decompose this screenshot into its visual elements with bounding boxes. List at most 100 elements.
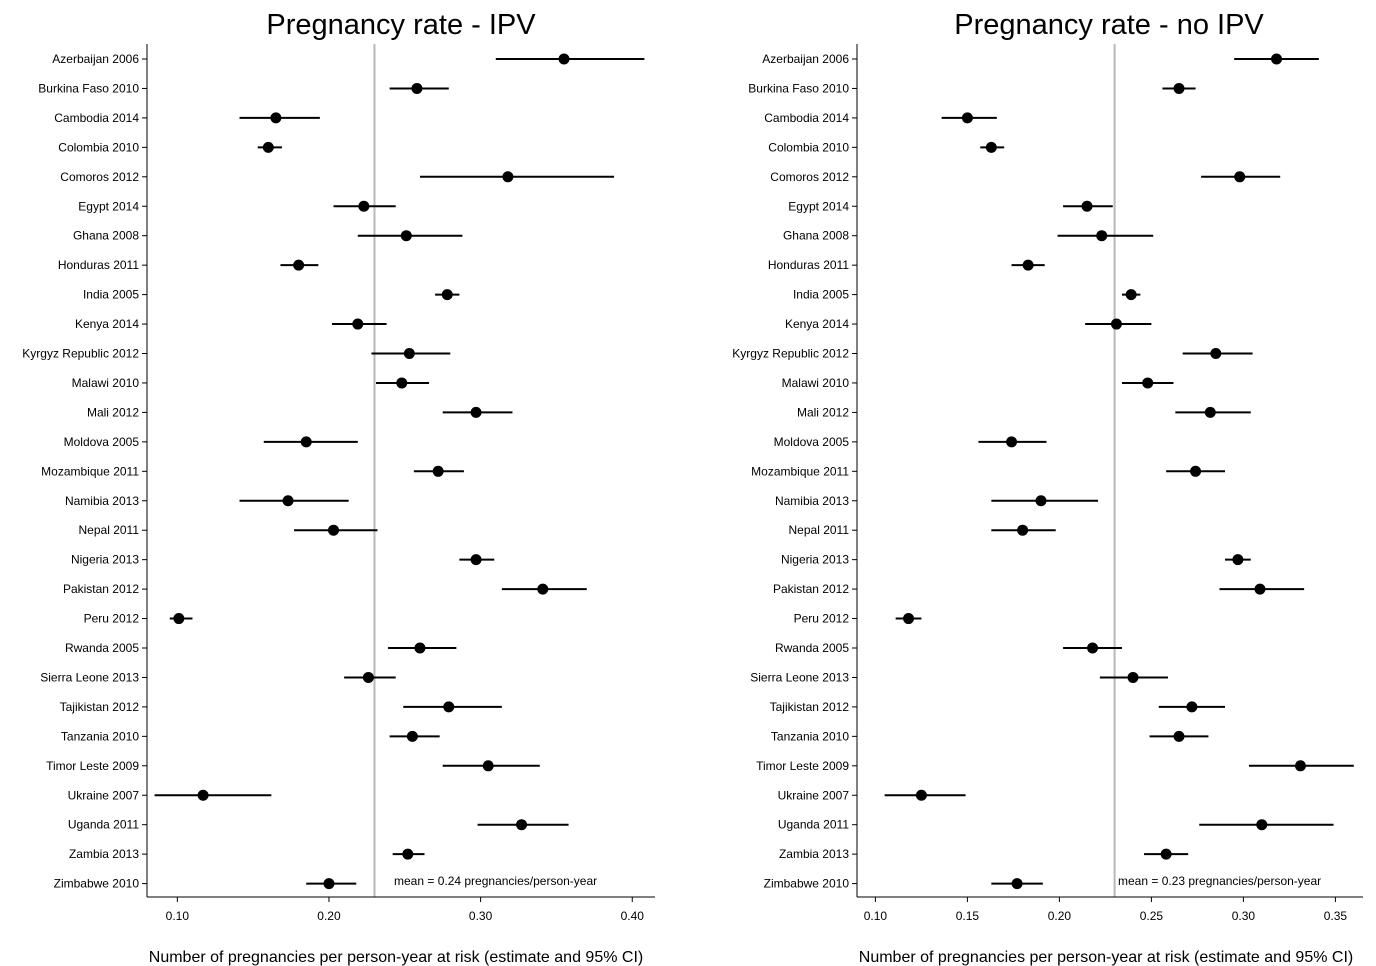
category-label: Cambodia 2014 — [54, 111, 139, 125]
estimate-point — [470, 406, 482, 418]
category-label: Zambia 2013 — [779, 847, 849, 861]
category-label: Rwanda 2005 — [775, 641, 849, 655]
category-label: Namibia 2013 — [775, 494, 849, 508]
estimate-point — [1011, 878, 1023, 890]
estimate-point — [516, 819, 528, 831]
category-label: Cambodia 2014 — [764, 111, 849, 125]
category-label: Comoros 2012 — [770, 170, 849, 184]
estimate-point — [362, 671, 374, 683]
estimate-point — [358, 200, 370, 212]
x-axis-label: Number of pregnancies per person-year at… — [859, 949, 1353, 966]
panel-ipv: Pregnancy rate - IPV Azerbaijan 2006 Burki… — [22, 9, 655, 966]
category-label: Nepal 2011 — [79, 523, 140, 537]
category-label: Ghana 2008 — [783, 229, 849, 243]
category-label: Zimbabwe 2010 — [54, 877, 140, 891]
estimate-point — [406, 730, 418, 742]
estimate-point — [411, 82, 423, 94]
category-label: Pakistan 2012 — [63, 582, 139, 596]
category-label: Tanzania 2010 — [61, 729, 139, 743]
estimate-point — [328, 524, 340, 536]
category-label: India 2005 — [83, 288, 139, 302]
estimate-point — [1017, 524, 1029, 536]
category-label: Ukraine 2007 — [68, 788, 140, 802]
category-label: Uganda 2011 — [68, 818, 140, 832]
category-label: Sierra Leone 2013 — [40, 670, 139, 684]
estimate-point — [1160, 848, 1172, 860]
estimate-point — [173, 613, 185, 625]
estimate-point — [443, 701, 455, 713]
estimate-point — [300, 436, 312, 448]
category-label: Ghana 2008 — [73, 229, 139, 243]
estimate-point — [441, 289, 453, 301]
category-label: Azerbaijan 2006 — [762, 52, 849, 66]
estimate-point — [400, 230, 412, 242]
category-label: Zimbabwe 2010 — [764, 877, 850, 891]
estimate-point — [537, 583, 549, 595]
estimate-point — [1110, 318, 1122, 330]
category-label: Tajikistan 2012 — [60, 700, 140, 714]
category-label: Rwanda 2005 — [65, 641, 139, 655]
category-label: Peru 2012 — [794, 612, 850, 626]
category-label: Timor Leste 2009 — [756, 759, 849, 773]
estimate-point — [1035, 495, 1047, 507]
category-label: Nepal 2011 — [789, 523, 850, 537]
category-label: Colombia 2010 — [58, 140, 139, 154]
category-label: Egypt 2014 — [788, 199, 849, 213]
panel-no-ipv: Pregnancy rate - no IPV Azerbaijan 2006 Bu… — [732, 9, 1363, 966]
x-tick-label: 0.35 — [1324, 909, 1348, 923]
category-label: Nigeria 2013 — [781, 553, 849, 567]
category-label: Colombia 2010 — [768, 140, 849, 154]
estimate-point — [1022, 259, 1034, 271]
estimate-point — [396, 377, 408, 389]
category-label: Tajikistan 2012 — [770, 700, 850, 714]
x-axis-label: Number of pregnancies per person-year at… — [149, 949, 643, 966]
chart-title: Pregnancy rate - no IPV — [954, 9, 1264, 41]
category-label: Kenya 2014 — [75, 317, 139, 331]
estimate-point — [1190, 465, 1202, 477]
category-label: Comoros 2012 — [60, 170, 139, 184]
estimate-point — [432, 465, 444, 477]
estimate-point — [1271, 53, 1283, 65]
category-label: Zambia 2013 — [69, 847, 139, 861]
estimate-point — [1173, 730, 1185, 742]
category-label: Honduras 2011 — [58, 258, 139, 272]
estimate-point — [1234, 171, 1246, 183]
category-label: Nigeria 2013 — [71, 553, 139, 567]
estimate-point — [352, 318, 364, 330]
estimate-point — [282, 495, 294, 507]
estimate-point — [558, 53, 570, 65]
estimate-point — [502, 171, 514, 183]
estimate-point — [1173, 82, 1185, 94]
category-label: Mali 2012 — [87, 405, 139, 419]
estimate-point — [1186, 701, 1198, 713]
estimate-point — [323, 878, 335, 890]
estimate-point — [293, 259, 305, 271]
estimate-point — [1081, 200, 1093, 212]
estimate-point — [197, 789, 209, 801]
category-label: Tanzania 2010 — [771, 729, 849, 743]
category-label: Azerbaijan 2006 — [52, 52, 139, 66]
category-label: Egypt 2014 — [78, 199, 139, 213]
category-label: Uganda 2011 — [778, 818, 850, 832]
chart-title: Pregnancy rate - IPV — [266, 9, 536, 41]
estimate-point — [1204, 406, 1216, 418]
x-tick-label: 0.30 — [469, 909, 493, 923]
category-label: Ukraine 2007 — [778, 788, 850, 802]
x-tick-label: 0.20 — [317, 909, 341, 923]
category-label: Sierra Leone 2013 — [750, 670, 849, 684]
category-label: Mali 2012 — [797, 405, 849, 419]
category-label: Mozambique 2011 — [41, 464, 139, 478]
category-label: Timor Leste 2009 — [46, 759, 139, 773]
estimate-point — [1256, 819, 1268, 831]
estimate-point — [403, 348, 415, 359]
category-label: Peru 2012 — [84, 612, 140, 626]
x-tick-label: 0.30 — [1232, 909, 1256, 923]
estimate-point — [1232, 554, 1244, 566]
category-label: Burkina Faso 2010 — [38, 81, 139, 95]
estimate-point — [1006, 436, 1018, 448]
category-label: Moldova 2005 — [774, 435, 850, 449]
estimate-point — [1087, 642, 1099, 654]
category-label: Moldova 2005 — [64, 435, 140, 449]
category-label: Pakistan 2012 — [773, 582, 849, 596]
